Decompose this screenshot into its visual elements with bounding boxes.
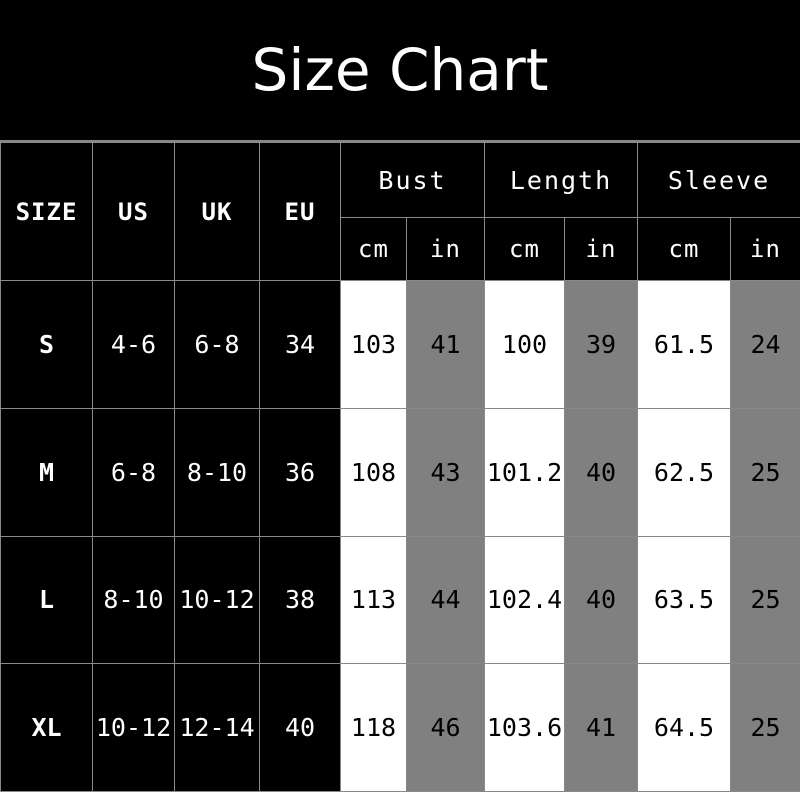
cell-us: 4-6: [93, 281, 175, 409]
cell-length-in: 41: [565, 664, 638, 792]
cell-uk: 6-8: [175, 281, 260, 409]
unit-cm: cm: [485, 218, 565, 281]
cell-bust-cm: 113: [341, 536, 407, 664]
cell-size: S: [1, 281, 93, 409]
size-table: SIZE US UK EU Bust Length Sleeve cm in c…: [0, 142, 800, 792]
cell-sleeve-cm: 63.5: [638, 536, 731, 664]
cell-size: XL: [1, 664, 93, 792]
cell-bust-in: 41: [407, 281, 485, 409]
cell-bust-cm: 103: [341, 281, 407, 409]
cell-bust-cm: 118: [341, 664, 407, 792]
cell-eu: 40: [260, 664, 341, 792]
header-length: Length: [485, 143, 638, 218]
header-us: US: [93, 143, 175, 281]
header-size: SIZE: [1, 143, 93, 281]
cell-eu: 34: [260, 281, 341, 409]
unit-in: in: [731, 218, 800, 281]
cell-us: 6-8: [93, 408, 175, 536]
cell-sleeve-in: 25: [731, 536, 800, 664]
cell-us: 8-10: [93, 536, 175, 664]
cell-uk: 12-14: [175, 664, 260, 792]
cell-eu: 38: [260, 536, 341, 664]
cell-bust-in: 44: [407, 536, 485, 664]
header-bust: Bust: [341, 143, 485, 218]
cell-sleeve-cm: 61.5: [638, 281, 731, 409]
cell-sleeve-in: 24: [731, 281, 800, 409]
cell-length-cm: 103.6: [485, 664, 565, 792]
cell-eu: 36: [260, 408, 341, 536]
unit-in: in: [407, 218, 485, 281]
cell-length-cm: 101.2: [485, 408, 565, 536]
unit-cm: cm: [638, 218, 731, 281]
cell-uk: 10-12: [175, 536, 260, 664]
unit-in: in: [565, 218, 638, 281]
cell-size: M: [1, 408, 93, 536]
cell-bust-cm: 108: [341, 408, 407, 536]
cell-length-in: 40: [565, 536, 638, 664]
cell-uk: 8-10: [175, 408, 260, 536]
cell-length-in: 39: [565, 281, 638, 409]
cell-sleeve-in: 25: [731, 408, 800, 536]
header-uk: UK: [175, 143, 260, 281]
cell-us: 10-12: [93, 664, 175, 792]
cell-sleeve-cm: 62.5: [638, 408, 731, 536]
cell-length-cm: 102.4: [485, 536, 565, 664]
unit-cm: cm: [341, 218, 407, 281]
header-eu: EU: [260, 143, 341, 281]
cell-size: L: [1, 536, 93, 664]
cell-length-in: 40: [565, 408, 638, 536]
page-title: Size Chart: [0, 0, 800, 142]
cell-length-cm: 100: [485, 281, 565, 409]
cell-sleeve-in: 25: [731, 664, 800, 792]
cell-bust-in: 46: [407, 664, 485, 792]
header-sleeve: Sleeve: [638, 143, 800, 218]
cell-bust-in: 43: [407, 408, 485, 536]
cell-sleeve-cm: 64.5: [638, 664, 731, 792]
